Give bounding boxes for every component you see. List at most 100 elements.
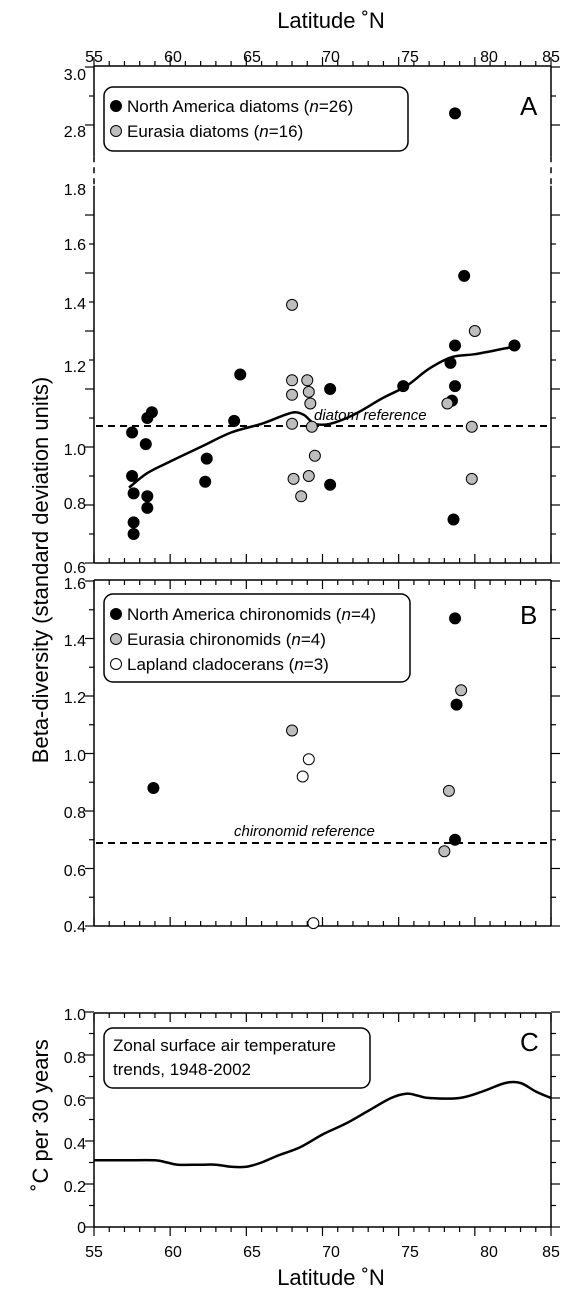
panel-b-letter: B [520,600,537,630]
legend-label-north-america-chironomids: North America chironomids (n=4) [127,605,376,624]
x-tick-label: 85 [542,1244,560,1261]
panel-c-letter: C [520,1027,539,1057]
legend-marker-lapland-cladocerans [110,658,122,670]
eurasia-diatom-point [301,374,314,387]
y-tick-label: 0.6 [64,1093,86,1110]
panel-b: 0.4 0.6 0.8 1.0 1.2 1.4 1.6 chironomid r… [64,576,560,936]
panel-b-ticks [85,580,560,927]
lapland-cladoceran-point [302,753,315,766]
x-tick-label: 70 [322,1244,340,1261]
eurasia-diatom-point [305,420,318,433]
legend-label-north-america-diatoms: North America diatoms (n=26) [127,97,353,116]
legend-label-lapland-cladocerans: Lapland cladocerans (n=3) [127,655,329,674]
y-tick-label: 1.6 [64,237,86,254]
diatom-reference-label: diatom reference [314,407,427,424]
lapland-cladoceran-point [296,770,309,783]
x-tick-label: 70 [322,49,340,66]
panel-b-legend: North America chironomids (n=4) Eurasia … [103,593,411,683]
north-america-diatom-point [447,513,460,526]
x-tick-label: 60 [164,49,182,66]
y-tick-label: 1.4 [64,633,86,650]
north-america-diatom-point [397,380,410,393]
north-america-chironomid-point [449,833,462,846]
north-america-diatom-point [449,339,462,352]
north-america-diatom-point [127,516,140,529]
eurasia-diatom-point [302,385,315,398]
legend-marker-north-america-chironomids [110,608,122,620]
eurasia-diatom-point [468,325,481,337]
eurasia-diatom-point [286,388,299,401]
y-tick-label: 0.8 [64,805,86,822]
north-america-diatom-point [126,426,139,439]
panel-a-ticks [85,57,560,564]
y-tick-label: 0.8 [64,1050,86,1067]
legend-marker-north-america-diatoms [110,100,122,112]
north-america-diatom-point [141,501,154,514]
y-tick-label: 0 [77,1220,86,1237]
north-america-diatom-point [126,470,139,482]
shared-y-axis-title: Beta-diversity (standard deviation units… [28,377,53,763]
eurasia-diatom-point [304,397,317,410]
north-america-diatom-point [324,478,337,491]
x-tick-label: 75 [401,49,419,66]
eurasia-chironomid-point [286,724,299,737]
north-america-chironomid-point [449,612,462,625]
eurasia-diatom-point [441,397,454,410]
y-tick-label: 0.6 [64,863,86,880]
y-tick-label: 1.0 [64,748,86,765]
legend-label-eurasia-diatoms: Eurasia diatoms (n=16) [127,122,303,141]
north-america-diatom-point [234,368,247,381]
y-tick-label: 2.8 [64,124,86,141]
panel-a-reference-line-group: diatom reference [96,407,549,427]
north-america-diatom-point [324,383,337,395]
panel-a-letter: A [520,91,538,121]
y-tick-label: 0.6 [64,560,86,577]
panel-c-legend: Zonal surface air temperature trends, 19… [103,1027,371,1089]
panel-c-y-axis-title: ˚C per 30 years [28,1039,53,1191]
eurasia-diatom-point [286,298,299,311]
north-america-diatom-point [199,475,212,488]
y-tick-label: 0.4 [64,919,86,936]
eurasia-diatom-point [286,417,299,430]
panel-a-legend: North America diatoms (n=26) Eurasia dia… [103,86,409,152]
north-america-chironomid-point [147,782,160,794]
eurasia-diatom-point [287,472,300,485]
eurasia-chironomid-point [442,784,455,797]
panel-a-legend-box [103,86,409,152]
north-america-diatom-point [127,487,140,500]
north-america-diatom-point [228,414,241,427]
eurasia-chironomid-point [455,684,468,697]
panel-c: 0 0.2 0.4 0.6 0.8 1.0 Zonal surface air … [64,1007,560,1237]
panel-b-points [147,612,468,930]
bottom-axis-title: Latitude ˚N [277,1265,385,1290]
north-america-diatom-point [508,339,521,352]
panel-b-reference-line-group: chironomid reference [96,823,549,844]
y-tick-label: 0.2 [64,1179,86,1196]
panel-c-y-tick-labels: 0 0.2 0.4 0.6 0.8 1.0 [64,1007,86,1237]
eurasia-chironomid-point [438,845,451,858]
north-america-diatom-point [127,528,140,540]
y-tick-label: 0.8 [64,496,86,513]
eurasia-diatom-point [465,472,478,485]
y-tick-label: 1.0 [64,442,86,459]
north-america-diatom-point [200,452,213,465]
north-america-diatom-point [141,490,154,503]
panel-c-ticks [85,1011,560,1236]
x-tick-label: 65 [243,1244,261,1261]
x-tick-label: 65 [243,49,261,66]
legend-marker-eurasia-diatoms [110,125,122,137]
legend-label-eurasia-chironomids: Eurasia chironomids (n=4) [127,630,326,649]
eurasia-diatom-point [295,490,308,503]
y-tick-label: 1.2 [64,359,86,376]
panel-b-y-tick-labels: 0.4 0.6 0.8 1.0 1.2 1.4 1.6 [64,576,86,936]
panel-a-y-tick-labels: 0.6 0.8 1.0 1.2 1.4 1.6 1.8 2.8 3.0 [64,67,86,577]
y-tick-label: 1.6 [64,576,86,593]
top-axis-title: Latitude ˚N [277,8,385,33]
eurasia-diatom-point [308,449,321,462]
eurasia-diatom-point [286,374,299,387]
y-tick-label: 1.4 [64,296,86,313]
lapland-cladoceran-point [307,917,320,930]
bottom-x-tick-labels: 55 60 65 70 75 80 85 [85,1244,560,1261]
panel-b-legend-box [103,593,411,683]
